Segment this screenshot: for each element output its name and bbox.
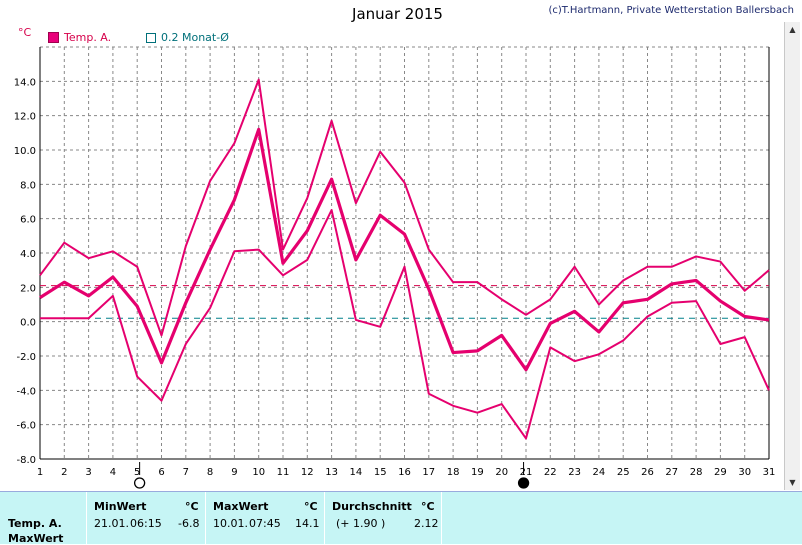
x-tick-label: 3 bbox=[85, 467, 91, 478]
x-tick-label: 6 bbox=[158, 467, 164, 478]
x-tick-label: 17 bbox=[422, 467, 435, 478]
min-header: MinWert bbox=[94, 500, 147, 513]
y-tick-label: 6.0 bbox=[20, 215, 36, 226]
x-tick-label: 30 bbox=[738, 467, 751, 478]
x-tick-label: 20 bbox=[495, 467, 508, 478]
x-tick-label: 23 bbox=[568, 467, 581, 478]
y-tick-label: 12.0 bbox=[14, 112, 36, 123]
x-tick-label: 12 bbox=[301, 467, 314, 478]
temperature-chart: -8.0 -6.0 -4.0 -2.0 0.0 2.0 4.0 6.0 8.0 10.0 12.0 1… bbox=[14, 46, 776, 489]
x-tick-label: 10 bbox=[252, 467, 265, 478]
y-tick-label: 0.0 bbox=[20, 318, 36, 329]
full-moon-icon bbox=[133, 477, 146, 489]
avg-unit: °C bbox=[421, 500, 435, 513]
max-time: 07:45 bbox=[249, 517, 281, 530]
x-tick-label: 13 bbox=[325, 467, 338, 478]
x-tick-label: 7 bbox=[183, 467, 189, 478]
legend-avg-label: 0.2 Monat-Ø bbox=[161, 31, 229, 44]
x-tick-label: 9 bbox=[231, 467, 237, 478]
x-tick-label: 16 bbox=[398, 467, 411, 478]
x-tick-label: 29 bbox=[714, 467, 727, 478]
max-value: 14.1 bbox=[295, 517, 320, 530]
x-tick-label: 11 bbox=[277, 467, 290, 478]
y-tick-label: -8.0 bbox=[16, 455, 36, 466]
stats-row-label-2: MaxWert bbox=[8, 532, 64, 545]
y-tick-label: -2.0 bbox=[16, 352, 36, 363]
legend-temp-label: Temp. A. bbox=[64, 31, 112, 44]
x-tick-label: 26 bbox=[641, 467, 654, 478]
y-tick-label: 14.0 bbox=[14, 77, 36, 88]
legend-temp-swatch bbox=[48, 32, 59, 43]
statistics-panel: Temp. A. MaxWert MinWert °C 21.01. 06:15… bbox=[0, 491, 802, 545]
avg-delta: (+ 1.90 ) bbox=[336, 517, 386, 530]
x-tick-label: 25 bbox=[617, 467, 630, 478]
x-tick-label: 15 bbox=[374, 467, 387, 478]
min-unit: °C bbox=[185, 500, 199, 513]
min-time: 06:15 bbox=[130, 517, 162, 530]
avg-header: Durchschnitt bbox=[332, 500, 412, 513]
legend-temp: Temp. A. bbox=[48, 31, 111, 44]
max-unit: °C bbox=[304, 500, 318, 513]
scroll-down-arrow-icon[interactable]: ▼ bbox=[789, 478, 796, 487]
x-tick-label: 4 bbox=[110, 467, 116, 478]
x-tick-label: 1 bbox=[37, 467, 43, 478]
new-moon-icon bbox=[517, 477, 530, 489]
copyright-notice: (c)T.Hartmann, Private Wetterstation Bal… bbox=[548, 5, 794, 16]
avg-value: 2.12 bbox=[414, 517, 439, 530]
chart-title: Januar 2015 bbox=[352, 5, 443, 23]
x-tick-label: 31 bbox=[763, 467, 776, 478]
x-tick-label: 27 bbox=[665, 467, 678, 478]
x-tick-label: 8 bbox=[207, 467, 213, 478]
x-tick-label: 24 bbox=[593, 467, 606, 478]
y-tick-label: -4.0 bbox=[16, 386, 36, 397]
y-tick-label: 2.0 bbox=[20, 283, 36, 294]
vertical-scrollbar[interactable]: ▲ ▼ bbox=[784, 22, 800, 490]
x-tick-label: 14 bbox=[350, 467, 363, 478]
y-tick-label: -6.0 bbox=[16, 421, 36, 432]
stats-row-label: Temp. A. bbox=[8, 517, 62, 530]
x-tick-label: 21 bbox=[520, 467, 533, 478]
series-line-avg bbox=[39, 127, 770, 372]
x-tick-label: 28 bbox=[690, 467, 703, 478]
legend-avg-swatch bbox=[146, 32, 156, 43]
y-axis-unit: °C bbox=[18, 26, 32, 39]
x-tick-label: 22 bbox=[544, 467, 557, 478]
y-tick-label: 4.0 bbox=[20, 249, 36, 260]
max-header: MaxWert bbox=[213, 500, 269, 513]
series-line-max bbox=[39, 78, 770, 337]
y-tick-label: 8.0 bbox=[20, 180, 36, 191]
scroll-up-arrow-icon[interactable]: ▲ bbox=[789, 25, 796, 34]
legend-monthly-avg: 0.2 Monat-Ø bbox=[146, 31, 229, 44]
x-tick-label: 19 bbox=[471, 467, 484, 478]
series-line-min bbox=[40, 209, 770, 440]
max-date: 10.01. bbox=[213, 517, 248, 530]
min-date: 21.01. bbox=[94, 517, 129, 530]
x-tick-label: 18 bbox=[447, 467, 460, 478]
min-value: -6.8 bbox=[178, 517, 200, 530]
y-tick-label: 10.0 bbox=[14, 146, 36, 157]
x-tick-label: 5 bbox=[134, 467, 140, 478]
x-tick-label: 2 bbox=[61, 467, 67, 478]
